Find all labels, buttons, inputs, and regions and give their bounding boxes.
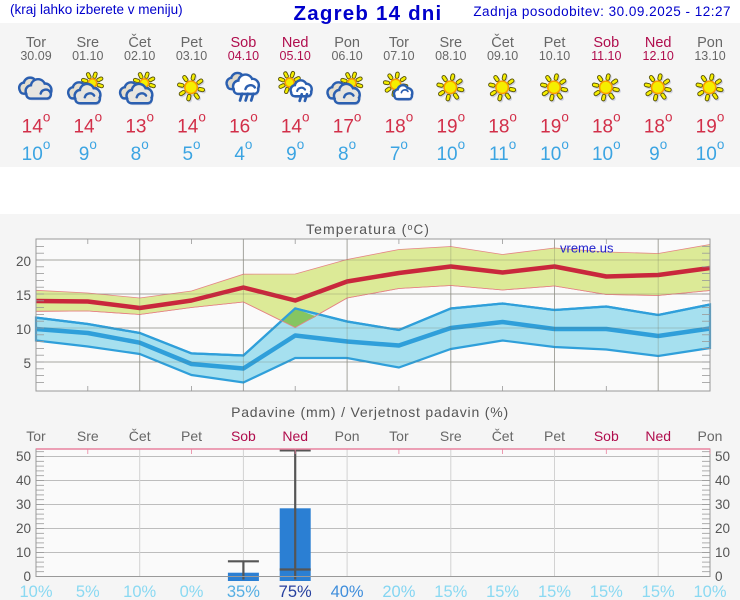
svg-text:05.10: 05.10 bbox=[280, 49, 311, 63]
svg-text:20: 20 bbox=[16, 254, 31, 269]
svg-text:Padavine (mm) / Verjetnost pad: Padavine (mm) / Verjetnost padavin (%) bbox=[231, 404, 509, 420]
svg-text:09.10: 09.10 bbox=[487, 49, 518, 63]
svg-text:30: 30 bbox=[16, 497, 31, 512]
svg-text:Sre: Sre bbox=[440, 428, 462, 444]
svg-text:Čet: Čet bbox=[128, 34, 151, 51]
svg-text:20: 20 bbox=[715, 521, 730, 536]
svg-text:0: 0 bbox=[715, 569, 723, 584]
svg-text:0%: 0% bbox=[180, 583, 204, 600]
svg-text:Sob: Sob bbox=[231, 428, 256, 444]
svg-text:Pet: Pet bbox=[544, 428, 565, 444]
svg-text:Tor: Tor bbox=[26, 428, 46, 444]
svg-text:Temperatura (oC): Temperatura (oC) bbox=[306, 221, 430, 237]
svg-text:15: 15 bbox=[16, 288, 31, 303]
svg-text:Tor: Tor bbox=[389, 428, 409, 444]
svg-text:10: 10 bbox=[16, 545, 31, 560]
svg-text:Sre: Sre bbox=[77, 35, 100, 51]
svg-text:10: 10 bbox=[16, 322, 31, 337]
svg-text:01.10: 01.10 bbox=[72, 49, 103, 63]
svg-text:06.10: 06.10 bbox=[331, 49, 362, 63]
svg-text:Sre: Sre bbox=[440, 35, 463, 51]
svg-text:Čet: Čet bbox=[491, 34, 514, 51]
svg-text:Pon: Pon bbox=[334, 35, 360, 51]
svg-text:(kraj lahko izberete v meniju): (kraj lahko izberete v meniju) bbox=[10, 2, 183, 17]
svg-text:Sob: Sob bbox=[230, 35, 256, 51]
svg-text:Pon: Pon bbox=[698, 428, 723, 444]
svg-text:Pet: Pet bbox=[181, 428, 202, 444]
svg-text:vreme.us: vreme.us bbox=[560, 241, 614, 256]
svg-text:Sob: Sob bbox=[594, 428, 619, 444]
svg-text:20: 20 bbox=[16, 521, 31, 536]
svg-text:15%: 15% bbox=[434, 583, 467, 600]
svg-text:15%: 15% bbox=[590, 583, 623, 600]
svg-text:Ned: Ned bbox=[645, 35, 672, 51]
svg-text:50: 50 bbox=[16, 449, 31, 464]
svg-text:13.10: 13.10 bbox=[694, 49, 725, 63]
svg-text:10.10: 10.10 bbox=[539, 49, 570, 63]
svg-text:Pet: Pet bbox=[181, 35, 203, 51]
svg-text:Pet: Pet bbox=[544, 35, 566, 51]
svg-text:10: 10 bbox=[715, 545, 730, 560]
svg-text:Zadnja posodobitev: 30.09.2025: Zadnja posodobitev: 30.09.2025 - 12:27 bbox=[473, 4, 731, 19]
svg-text:07.10: 07.10 bbox=[383, 49, 414, 63]
svg-text:30: 30 bbox=[715, 497, 730, 512]
svg-text:Pon: Pon bbox=[335, 428, 360, 444]
svg-text:04.10: 04.10 bbox=[228, 49, 259, 63]
svg-text:Sob: Sob bbox=[593, 35, 619, 51]
svg-text:20%: 20% bbox=[382, 583, 415, 600]
svg-text:35%: 35% bbox=[227, 583, 260, 600]
svg-text:15%: 15% bbox=[642, 583, 675, 600]
svg-text:50: 50 bbox=[715, 449, 730, 464]
svg-text:08.10: 08.10 bbox=[435, 49, 466, 63]
svg-text:10%: 10% bbox=[123, 583, 156, 600]
svg-text:Zagreb 14 dni: Zagreb 14 dni bbox=[294, 2, 443, 25]
svg-text:Čet: Čet bbox=[492, 428, 514, 444]
svg-text:Ned: Ned bbox=[282, 428, 308, 444]
svg-text:Čet: Čet bbox=[129, 428, 151, 444]
svg-text:11.10: 11.10 bbox=[591, 49, 621, 63]
svg-text:10%: 10% bbox=[19, 583, 52, 600]
svg-text:03.10: 03.10 bbox=[176, 49, 207, 63]
svg-text:Tor: Tor bbox=[389, 35, 409, 51]
svg-text:5: 5 bbox=[23, 356, 31, 371]
svg-text:Ned: Ned bbox=[282, 35, 309, 51]
svg-text:0: 0 bbox=[23, 569, 31, 584]
svg-text:40: 40 bbox=[715, 473, 730, 488]
svg-text:02.10: 02.10 bbox=[124, 49, 155, 63]
svg-text:Tor: Tor bbox=[26, 35, 46, 51]
svg-text:40: 40 bbox=[16, 473, 31, 488]
svg-text:12.10: 12.10 bbox=[643, 49, 674, 63]
svg-text:Pon: Pon bbox=[697, 35, 723, 51]
svg-text:5%: 5% bbox=[76, 583, 100, 600]
svg-text:15%: 15% bbox=[486, 583, 519, 600]
svg-text:15%: 15% bbox=[538, 583, 571, 600]
svg-text:30.09: 30.09 bbox=[20, 49, 51, 63]
svg-text:75%: 75% bbox=[279, 583, 312, 600]
svg-text:Sre: Sre bbox=[77, 428, 99, 444]
svg-text:Ned: Ned bbox=[645, 428, 671, 444]
svg-text:10%: 10% bbox=[693, 583, 726, 600]
svg-text:40%: 40% bbox=[331, 583, 364, 600]
